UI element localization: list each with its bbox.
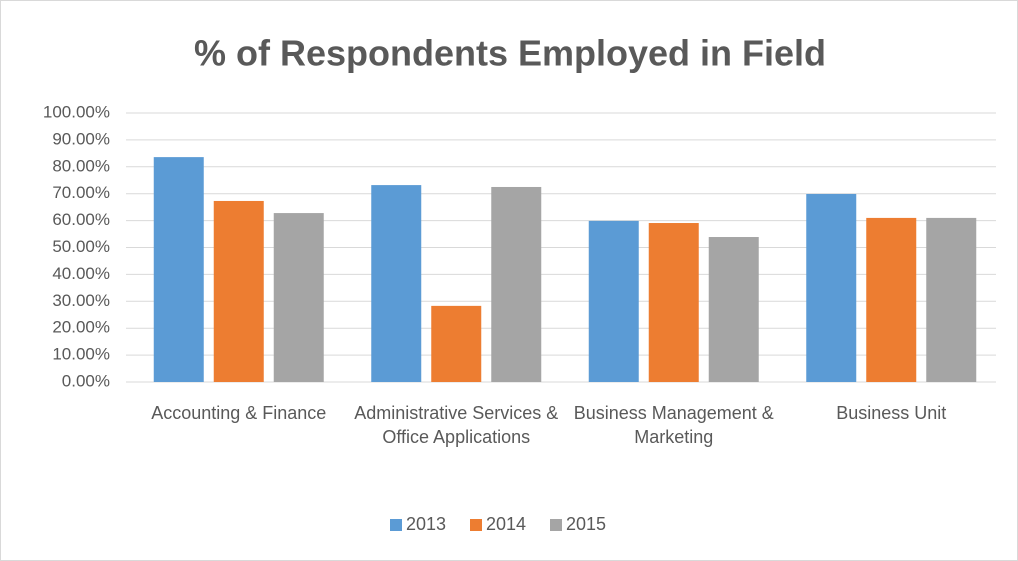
- legend-swatch: [550, 519, 562, 531]
- bar: [866, 217, 917, 382]
- chart-title: % of Respondents Employed in Field: [194, 33, 826, 74]
- x-tick-label: Administrative Services & Office Applica…: [354, 403, 559, 447]
- y-tick-label: 60.00%: [52, 210, 110, 229]
- y-tick-label: 10.00%: [52, 345, 110, 364]
- x-tick-label: Business Management & Marketing: [573, 403, 774, 447]
- legend-swatch: [390, 519, 402, 531]
- y-tick-label: 100.00%: [43, 102, 110, 121]
- bar: [273, 213, 324, 382]
- bar: [491, 186, 542, 382]
- x-tick-label: Accounting & Finance: [151, 403, 327, 423]
- x-tick-label: Business Unit: [836, 403, 947, 423]
- bar: [431, 305, 482, 382]
- y-tick-label: 70.00%: [52, 183, 110, 202]
- y-tick-label: 20.00%: [52, 318, 110, 337]
- y-tick-label: 30.00%: [52, 291, 110, 310]
- bar: [648, 223, 699, 382]
- bar: [708, 237, 759, 382]
- y-tick-label: 40.00%: [52, 264, 110, 283]
- y-tick-label: 50.00%: [52, 237, 110, 256]
- legend-label: 2014: [486, 514, 526, 534]
- legend-swatch: [470, 519, 482, 531]
- y-tick-label: 80.00%: [52, 156, 110, 175]
- bar: [371, 185, 422, 382]
- y-tick-label: 0.00%: [62, 371, 110, 390]
- bar: [588, 220, 639, 382]
- bar: [153, 157, 204, 382]
- bar: [213, 200, 264, 382]
- bar: [806, 193, 857, 382]
- bar: [926, 217, 977, 382]
- y-tick-label: 90.00%: [52, 129, 110, 148]
- legend-label: 2013: [406, 514, 446, 534]
- legend-label: 2015: [566, 514, 606, 534]
